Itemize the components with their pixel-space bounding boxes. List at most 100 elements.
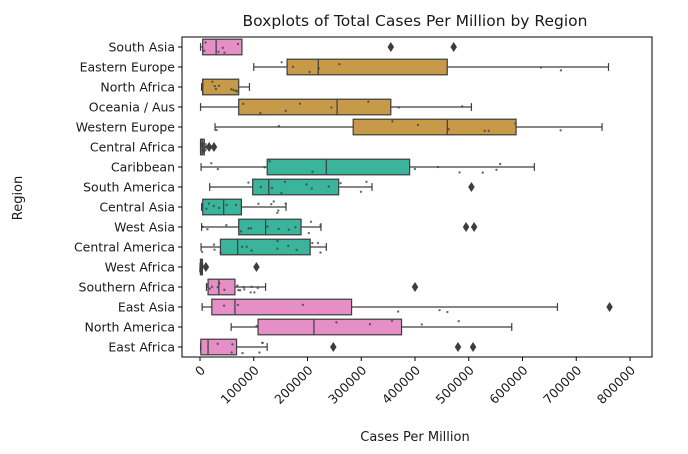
data-point [199,266,202,269]
data-point [514,122,517,125]
data-point [218,282,221,285]
data-point [291,65,295,69]
data-point [495,168,498,172]
y-tick-label: Western Europe [76,120,176,135]
box [207,278,236,296]
box [252,178,340,196]
data-point [200,142,203,145]
y-tick-label: East Asia [118,300,175,315]
data-point [231,343,234,346]
data-point [438,308,441,312]
box [238,98,392,116]
data-point [270,186,274,190]
data-point [327,185,330,188]
data-point [211,80,214,83]
data-point [316,241,320,245]
y-tick-label: South America [83,180,175,195]
data-point [272,200,275,203]
data-point [498,162,502,166]
data-point [242,102,245,106]
data-point [239,230,243,233]
data-point [249,291,252,294]
data-point [359,190,363,193]
data-point [208,287,212,290]
data-point [311,241,314,245]
data-point [212,243,216,246]
outlier-marker [210,142,218,152]
x-tick-label: 0 [192,362,208,378]
box-group-12 [205,278,419,296]
data-point [559,69,563,72]
data-point [245,245,248,248]
outlier-marker [469,342,477,352]
data-point [319,251,322,254]
data-point [268,160,271,163]
data-point [335,321,338,324]
data-point [247,227,250,230]
data-point [457,320,460,323]
y-tick-label: North America [85,320,176,335]
box-group-14 [230,318,513,336]
outlier-marker [470,222,478,232]
y-tick-label: West Asia [114,220,175,235]
box-group-10 [200,238,327,256]
data-point [215,128,218,132]
box-group-11 [199,258,260,276]
data-point [201,145,204,148]
box-group-8 [201,198,287,216]
y-tick-label: South Asia [109,40,176,55]
data-point [413,167,417,171]
data-point [216,167,220,171]
data-point [207,202,211,205]
data-point [308,70,311,74]
data-point [276,239,279,243]
data-point [229,88,233,91]
x-tick-label: 600000 [486,362,530,406]
data-point [287,244,290,248]
data-point [397,106,401,109]
box-group-1 [253,58,610,76]
data-point [280,191,283,195]
data-point [221,46,225,49]
y-tick-label: Caribbean [111,160,175,175]
data-point [225,224,228,227]
outlier-marker [468,182,475,192]
data-point [253,291,256,294]
box [352,118,517,136]
data-point [319,224,322,227]
data-point [396,310,400,313]
y-tick-label: East Africa [108,340,175,355]
y-tick-label: Southern Africa [79,280,175,295]
y-tick-label: West Africa [105,260,175,275]
box-group-2 [201,78,251,96]
data-point [263,166,266,169]
box-group-15 [199,338,477,356]
data-point [317,67,320,70]
data-point [225,203,228,207]
data-point [416,123,420,127]
data-point [311,170,314,173]
data-point [284,202,287,205]
data-point [287,228,290,231]
data-point [201,225,204,229]
x-tick-label: 700000 [540,362,584,406]
data-point [487,129,491,132]
box [266,158,411,176]
outlier-marker [387,42,395,52]
data-point [298,102,302,105]
data-point [213,248,216,251]
box-group-7 [209,178,475,196]
data-point [458,171,461,174]
box [202,198,242,216]
outlier-marker [450,42,457,52]
data-point [216,342,219,346]
data-point [295,248,298,252]
outlier-marker [253,262,260,272]
data-point [236,303,240,307]
y-tick-label: Eastern Europe [80,60,176,75]
data-point [238,289,242,292]
data-point [241,351,244,355]
data-point [255,324,258,328]
y-tick-label: Central Asia [99,200,175,215]
data-point [461,105,464,108]
